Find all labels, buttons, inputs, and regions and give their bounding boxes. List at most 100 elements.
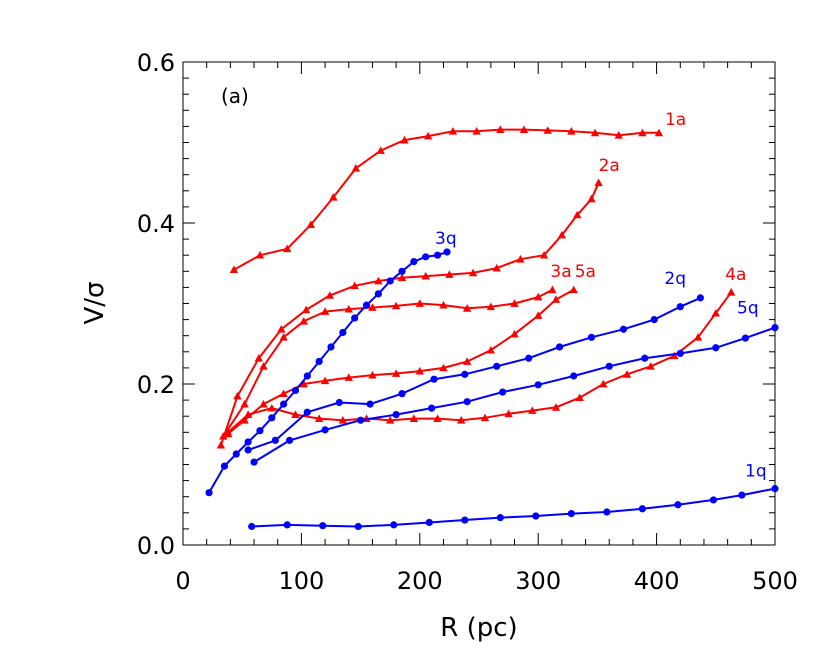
data-point [397,273,407,282]
data-point [244,446,252,454]
data-point [570,372,578,380]
data-point [430,375,438,383]
data-point [448,127,458,135]
data-point [496,514,504,522]
data-point [415,366,424,375]
data-point [259,362,268,370]
data-point [205,489,213,497]
data-point [567,510,575,518]
data-point [676,349,684,358]
data-point [303,372,311,380]
data-point [256,427,264,435]
data-point [619,325,628,333]
data-point [741,334,750,342]
data-point [319,522,327,530]
data-point [255,251,265,259]
data-point [614,131,623,139]
data-point [271,436,279,444]
data-point [339,328,347,337]
data-point [519,125,529,133]
data-point [463,398,471,406]
data-point [539,251,549,259]
data-point [462,357,472,365]
data-point [299,379,308,388]
data-point [362,301,371,309]
data-point [233,391,242,400]
x-tick-label: 500 [752,567,798,595]
data-point [575,393,584,402]
data-point [423,131,433,140]
data-point [421,271,430,280]
data-point [244,438,252,446]
data-point [327,343,335,351]
y-tick-label: 0.4 [137,210,175,238]
data-point [696,294,705,302]
data-point [516,255,525,263]
data-point [268,414,276,422]
data-point [338,416,348,424]
data-point [622,370,632,378]
data-point [220,462,229,470]
data-point [368,303,377,311]
series-label-1a: 1a [665,110,686,130]
x-axis-label: R (pc) [440,613,517,643]
data-point [726,288,736,296]
data-point [439,300,448,309]
data-point [240,416,249,424]
data-point [504,409,513,418]
data-point [510,329,519,338]
data-point [486,345,496,354]
data-point [594,178,603,187]
data-point [638,505,646,513]
series-5q: 5q [250,299,779,466]
data-point [315,357,323,366]
data-point [712,344,720,352]
series-label-5q: 5q [737,299,759,319]
data-point [693,333,703,341]
data-point [557,230,567,239]
series-label-4a: 4a [725,265,746,285]
data-point [461,516,469,524]
data-point [650,316,658,324]
y-tick-label: 0.0 [137,532,175,560]
data-point [709,496,718,504]
data-point [599,379,608,388]
data-point [587,194,596,203]
data-point [259,399,268,408]
data-point [646,362,655,370]
data-point [357,416,365,424]
series-line-3a [222,288,553,437]
data-point [638,128,647,137]
series-3a: 3a [219,262,572,440]
data-point [398,267,406,275]
data-point [368,370,377,379]
data-point [329,193,338,201]
series-3q: 3q [205,229,457,497]
data-point [433,414,442,422]
series-label-3a: 3a [550,262,571,282]
data-point [350,281,359,290]
data-point [303,408,311,416]
data-point [525,354,533,362]
series-label-5a: 5a [575,262,596,282]
series-1q: 1q [248,462,779,531]
data-point [391,301,401,310]
data-point [376,146,385,154]
data-point [771,324,779,332]
data-point [219,432,228,440]
data-point [422,253,430,261]
data-point [674,501,682,509]
x-tick-label: 400 [634,567,680,595]
data-point [374,276,383,285]
data-point [548,285,557,294]
data-point [390,521,398,529]
data-point [354,522,362,531]
series-line-2a [219,182,600,446]
data-point [306,220,316,228]
data-point [285,436,294,444]
data-point [492,263,501,272]
data-point [325,291,335,299]
data-point [738,491,746,499]
x-tick-label: 200 [397,567,443,595]
